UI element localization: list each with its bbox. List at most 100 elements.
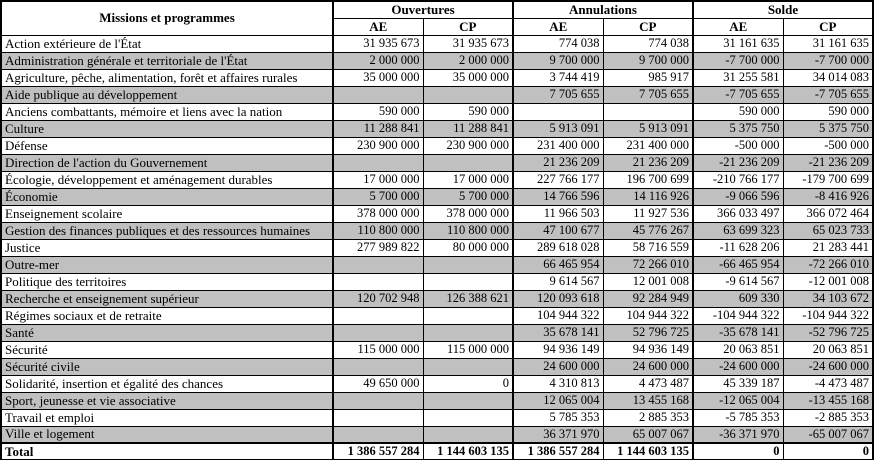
table-row: Anciens combattants, mémoire et liens av… xyxy=(0,102,874,121)
value-cell: -66 465 954 xyxy=(692,255,784,274)
value-cell: 2 885 353 xyxy=(602,408,694,427)
value-cell: 92 284 949 xyxy=(602,289,694,308)
value-cell xyxy=(422,85,514,104)
value-cell: 35 000 000 xyxy=(332,68,424,87)
value-cell: 196 700 699 xyxy=(602,170,694,189)
table-row: Agriculture, pêche, alimentation, forêt … xyxy=(0,68,874,87)
value-cell: 52 796 725 xyxy=(602,323,694,342)
value-cell: 45 776 267 xyxy=(602,221,694,240)
value-cell: 378 000 000 xyxy=(422,204,514,223)
value-cell: -104 944 322 xyxy=(782,306,874,325)
value-cell: 9 614 567 xyxy=(512,272,604,291)
value-cell: -13 455 168 xyxy=(782,391,874,410)
value-cell: 5 700 000 xyxy=(332,187,424,206)
value-cell: 58 716 559 xyxy=(602,238,694,257)
total-row: Total 1 386 557 284 1 144 603 135 1 386 557… xyxy=(0,442,874,460)
table-foot: Total 1 386 557 284 1 144 603 135 1 386 557… xyxy=(0,442,874,460)
mission-cell: Sécurité xyxy=(0,340,334,359)
table-row: Politique des territoires 9 614 567 12 001… xyxy=(0,272,874,291)
value-cell xyxy=(332,153,424,172)
value-cell: 45 339 187 xyxy=(692,374,784,393)
value-cell xyxy=(422,153,514,172)
table-row: Action extérieure de l'État 31 935 673 31 … xyxy=(0,34,874,53)
value-cell: 31 935 673 xyxy=(422,34,514,53)
value-cell: 24 600 000 xyxy=(602,357,694,376)
table-row: Aide publique au développement 7 705 655 7… xyxy=(0,85,874,104)
table-row: Ville et logement 36 371 970 65 007 067 -36… xyxy=(0,425,874,444)
value-cell: 2 000 000 xyxy=(332,51,424,70)
mission-cell: Économie xyxy=(0,187,334,206)
value-cell xyxy=(422,408,514,427)
value-cell xyxy=(422,255,514,274)
value-cell: 609 330 xyxy=(692,289,784,308)
table-row: Direction de l'action du Gouvernement 21 … xyxy=(0,153,874,172)
value-cell: 7 705 655 xyxy=(512,85,604,104)
table-row: Gestion des finances publiques et des re… xyxy=(0,221,874,240)
subcol-header-cp: CP xyxy=(422,17,514,36)
value-cell: 35 000 000 xyxy=(422,68,514,87)
value-cell xyxy=(422,357,514,376)
value-cell: 0 xyxy=(782,442,874,460)
value-cell: 21 236 209 xyxy=(602,153,694,172)
value-cell: 35 678 141 xyxy=(512,323,604,342)
mission-cell: Politique des territoires xyxy=(0,272,334,291)
value-cell: -52 796 725 xyxy=(782,323,874,342)
mission-cell: Sécurité civile xyxy=(0,357,334,376)
mission-cell: Anciens combattants, mémoire et liens av… xyxy=(0,102,334,121)
value-cell: 115 000 000 xyxy=(422,340,514,359)
mission-cell: Écologie, développement et aménagement d… xyxy=(0,170,334,189)
value-cell: -7 705 655 xyxy=(782,85,874,104)
value-cell: 104 944 322 xyxy=(512,306,604,325)
value-cell: 3 744 419 xyxy=(512,68,604,87)
value-cell: 24 600 000 xyxy=(512,357,604,376)
value-cell xyxy=(422,323,514,342)
value-cell: 9 700 000 xyxy=(602,51,694,70)
mission-cell: Culture xyxy=(0,119,334,138)
mission-cell: Régimes sociaux et de retraite xyxy=(0,306,334,325)
value-cell: 94 936 149 xyxy=(602,340,694,359)
value-cell xyxy=(422,425,514,444)
value-cell: 31 255 581 xyxy=(692,68,784,87)
value-cell: 17 000 000 xyxy=(422,170,514,189)
value-cell: -12 001 008 xyxy=(782,272,874,291)
value-cell xyxy=(332,357,424,376)
value-cell: -8 416 926 xyxy=(782,187,874,206)
value-cell: 11 288 841 xyxy=(422,119,514,138)
table-row: Sport, jeunesse et vie associative 12 065… xyxy=(0,391,874,410)
value-cell: 104 944 322 xyxy=(602,306,694,325)
table-row: Administration générale et territoriale … xyxy=(0,51,874,70)
value-cell xyxy=(332,408,424,427)
value-cell: 34 103 672 xyxy=(782,289,874,308)
subcol-header-ae: AE xyxy=(692,17,784,36)
value-cell: -11 628 206 xyxy=(692,238,784,257)
table-body: Action extérieure de l'État 31 935 673 31 … xyxy=(0,34,874,444)
value-cell: -21 236 209 xyxy=(692,153,784,172)
value-cell: 65 007 067 xyxy=(602,425,694,444)
table-row: Défense 230 900 000 230 900 000 231 400 000… xyxy=(0,136,874,155)
value-cell: 126 388 621 xyxy=(422,289,514,308)
value-cell: 20 063 851 xyxy=(692,340,784,359)
table-row: Travail et emploi 5 785 353 2 885 353 -5 78… xyxy=(0,408,874,427)
value-cell: 378 000 000 xyxy=(332,204,424,223)
value-cell: 80 000 000 xyxy=(422,238,514,257)
value-cell xyxy=(332,272,424,291)
value-cell: 5 700 000 xyxy=(422,187,514,206)
mission-cell: Sport, jeunesse et vie associative xyxy=(0,391,334,410)
value-cell: 11 288 841 xyxy=(332,119,424,138)
value-cell: 4 473 487 xyxy=(602,374,694,393)
value-cell: 590 000 xyxy=(332,102,424,121)
table-row: Écologie, développement et aménagement d… xyxy=(0,170,874,189)
value-cell xyxy=(332,391,424,410)
mission-cell: Travail et emploi xyxy=(0,408,334,427)
value-cell: 5 375 750 xyxy=(692,119,784,138)
value-cell: 774 038 xyxy=(512,34,604,53)
value-cell xyxy=(332,85,424,104)
value-cell: 1 144 603 135 xyxy=(422,442,514,460)
value-cell: 277 989 822 xyxy=(332,238,424,257)
mission-cell: Santé xyxy=(0,323,334,342)
group-header-solde: Solde xyxy=(692,0,874,19)
mission-cell: Ville et logement xyxy=(0,425,334,444)
table-row: Régimes sociaux et de retraite 104 944 32… xyxy=(0,306,874,325)
value-cell: -9 066 596 xyxy=(692,187,784,206)
